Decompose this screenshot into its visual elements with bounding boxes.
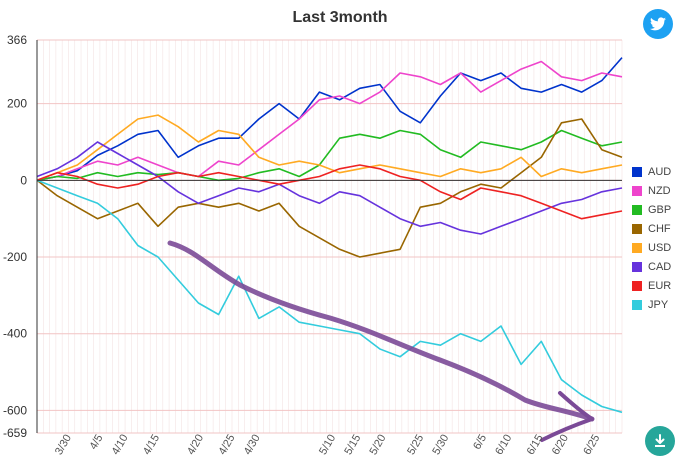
- y-tick-label: 200: [7, 97, 27, 111]
- series-lines: [36, 57, 623, 414]
- download-icon: [655, 434, 665, 447]
- x-tick-label: 4/10: [110, 433, 131, 458]
- legend-swatch: [632, 280, 642, 291]
- legend-item-cad[interactable]: CAD: [632, 257, 680, 276]
- x-tick-label: 6/10: [493, 432, 514, 457]
- legend-label: EUR: [648, 279, 672, 292]
- series-line-jpy: [36, 179, 623, 414]
- legend-label: CAD: [648, 260, 672, 273]
- x-tick-label: 4/30: [242, 433, 263, 458]
- legend: AUD NZD GBP CHF USD CAD EUR JPY: [632, 162, 680, 314]
- legend-item-aud[interactable]: AUD: [632, 162, 680, 181]
- series-line-nzd: [36, 60, 623, 182]
- y-tick-label: -600: [3, 403, 27, 417]
- series-line-cad: [36, 141, 623, 235]
- y-tick-label: -200: [3, 250, 27, 264]
- x-tick-label: 5/30: [430, 433, 451, 458]
- twitter-share-button[interactable]: [643, 9, 673, 39]
- x-tick-label: 4/25: [216, 433, 237, 458]
- legend-label: NZD: [648, 184, 671, 197]
- twitter-icon: [650, 17, 666, 31]
- y-tick-label: -659: [3, 426, 27, 440]
- legend-item-gbp[interactable]: GBP: [632, 200, 680, 219]
- legend-item-chf[interactable]: CHF: [632, 219, 680, 238]
- x-tick-label: 6/15: [525, 433, 546, 458]
- x-tick-label: 6/5: [471, 433, 489, 452]
- x-tick-label: 4/5: [87, 433, 105, 452]
- series-line-usd: [36, 114, 623, 182]
- series-line-eur: [36, 164, 623, 220]
- x-tick-label: 4/20: [185, 433, 206, 458]
- x-tick-label: 5/15: [342, 433, 363, 458]
- legend-label: USD: [648, 241, 672, 254]
- series-line-chf: [36, 118, 623, 258]
- y-tick-label: -400: [3, 327, 27, 341]
- x-tick-label: 6/25: [581, 433, 602, 458]
- x-tick-label: 3/30: [53, 433, 74, 458]
- x-tick-label: 5/25: [405, 433, 426, 458]
- trend-arrow-head-lower: [540, 417, 594, 442]
- chart-title: Last 3month: [292, 9, 388, 26]
- download-button[interactable]: [645, 426, 675, 456]
- trend-arrow-stroke: [167, 240, 595, 422]
- legend-label: JPY: [648, 298, 669, 311]
- legend-label: CHF: [648, 222, 671, 235]
- legend-label: AUD: [648, 165, 672, 178]
- hand-drawn-trend-arrow: [167, 240, 595, 442]
- legend-swatch: [632, 204, 642, 215]
- series-line-aud: [36, 57, 623, 182]
- y-tick-label: 0: [20, 173, 27, 187]
- y-tick-label: 366: [7, 33, 27, 47]
- legend-item-jpy[interactable]: JPY: [632, 295, 680, 314]
- legend-swatch: [632, 242, 642, 253]
- legend-label: GBP: [648, 203, 672, 216]
- x-tick-label: 5/10: [317, 433, 338, 458]
- legend-swatch: [632, 185, 642, 196]
- legend-item-nzd[interactable]: NZD: [632, 181, 680, 200]
- legend-swatch: [632, 166, 642, 177]
- legend-swatch: [632, 299, 642, 310]
- axes: 366 200 0 -200 -400 -600 -659 3/30 4/5 4/10 4/15 4/…: [3, 33, 622, 457]
- legend-swatch: [632, 223, 642, 234]
- legend-swatch: [632, 261, 642, 272]
- trend-arrow-head-upper: [558, 391, 594, 421]
- legend-item-usd[interactable]: USD: [632, 238, 680, 257]
- gridlines: [36, 39, 623, 434]
- x-tick-label: 5/20: [367, 433, 388, 458]
- legend-item-eur[interactable]: EUR: [632, 276, 680, 295]
- x-tick-label: 4/15: [141, 433, 162, 458]
- series-line-gbp: [36, 129, 623, 182]
